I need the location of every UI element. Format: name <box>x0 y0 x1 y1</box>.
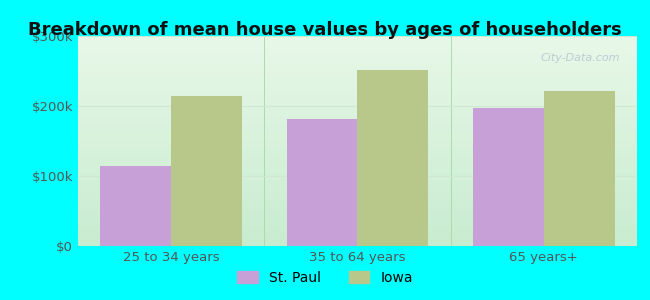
Bar <box>100 166 171 246</box>
Bar <box>358 70 428 246</box>
Bar <box>544 91 615 246</box>
Legend: St. Paul, Iowa: St. Paul, Iowa <box>231 265 419 290</box>
Text: City-Data.com: City-Data.com <box>541 53 620 63</box>
Bar <box>171 95 242 246</box>
Bar <box>287 118 358 246</box>
Bar <box>473 108 544 246</box>
Text: Breakdown of mean house values by ages of householders: Breakdown of mean house values by ages o… <box>28 21 622 39</box>
